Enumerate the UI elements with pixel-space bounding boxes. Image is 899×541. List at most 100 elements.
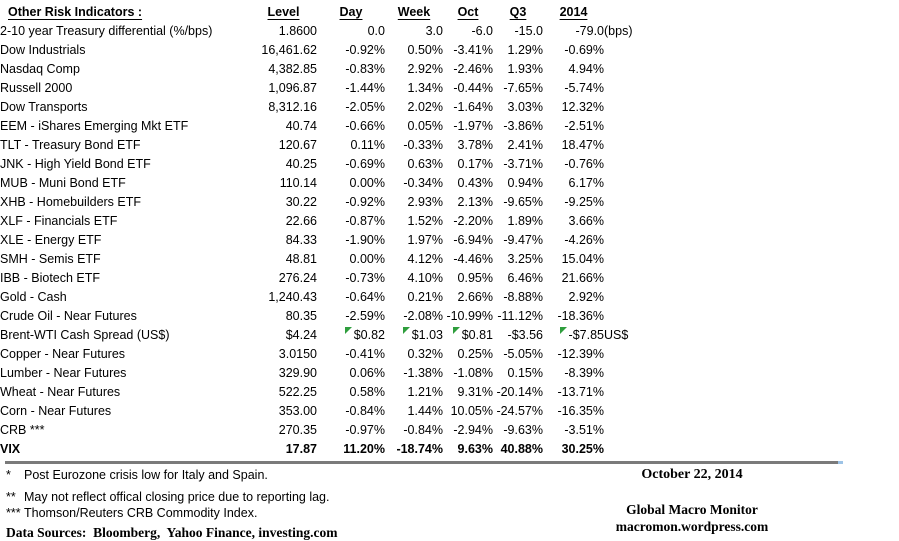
day-change-value: -0.87% [345,214,385,228]
week-change-value: 2.93% [407,195,443,209]
level-value: 17.87 [285,442,317,456]
indicator-name: TLT - Treasury Bond ETF [0,138,141,152]
ytd-2014-change-value: -$7.85 [543,326,604,345]
ytd-2014-change-value: 4.94% [568,62,604,76]
q3-change-value: 6.46% [507,271,543,285]
level-value: 270.35 [278,423,317,437]
day-change-value: 0.0 [367,24,385,38]
level-value: $4.24 [285,328,317,342]
oct-change-value: -1.97% [453,119,493,133]
oct-change-value: 9.63% [457,442,493,456]
level-value: 30.22 [285,195,317,209]
unit-note [604,136,662,155]
ytd-2014-change-value: -4.26% [564,233,604,247]
oct-change-value: -2.46% [453,62,493,76]
unit-note [604,60,662,79]
level-value: 3.0150 [278,347,317,361]
report-date: October 22, 2014 [641,467,743,482]
day-change-value: -2.59% [345,309,385,323]
footnote-2-marker: ** [6,490,16,504]
q3-change-value: -15.0 [514,24,544,38]
cell-error-flag-icon [559,327,567,334]
indicator-name: Wheat - Near Futures [0,385,121,399]
day-change-value: -0.69% [345,157,385,171]
oct-change-value: 10.05% [450,404,493,418]
unit-note: US$ [604,328,629,342]
ytd-2014-change-value: -5.74% [564,81,604,95]
ytd-2014-change-value: -12.39% [557,347,604,361]
day-change-value: 11.20% [343,442,385,456]
level-value: 276.24 [278,271,317,285]
day-change-value: -1.44% [345,81,385,95]
week-change-value: 0.21% [407,290,443,304]
indicator-name: Gold - Cash [0,290,67,304]
ytd-2014-change-value: -79.0 [575,24,605,38]
table-row: Copper - Near Futures 3.0150 -0.41% 0.32… [0,345,662,364]
indicator-name: Russell 2000 [0,81,73,95]
unit-note [604,345,662,364]
level-value: 4,382.85 [268,62,317,76]
indicator-name: XHB - Homebuilders ETF [0,195,142,209]
ytd-2014-change-value: 6.17% [568,176,604,190]
q3-change-value: -3.71% [503,157,543,171]
oct-change-value: -4.46% [453,252,493,266]
day-change-value: -0.64% [345,290,385,304]
ytd-2014-change-value: 30.25% [561,442,604,456]
q3-change-value: -11.12% [497,309,543,323]
unit-note [604,155,662,174]
ytd-2014-change-value: 15.04% [561,252,604,266]
day-change-value: -0.73% [345,271,385,285]
table-row: VIX 17.87 11.20% -18.74% 9.63% 40.88% 30… [0,440,662,459]
ytd-2014-change-value: 12.32% [561,100,604,114]
week-change-value: 4.12% [407,252,443,266]
site-brand: Global Macro Monitor [626,502,758,517]
unit-note [604,98,662,117]
unit-note [604,440,662,459]
indicator-name: Nasdaq Comp [0,62,80,76]
oct-change-value: 2.66% [457,290,493,304]
oct-change-value: -1.08% [453,366,493,380]
column-header-week: Week [397,5,431,19]
indicator-name: VIX [0,442,21,456]
table-row: XLE - Energy ETF 84.33 -1.90% 1.97% -6.9… [0,231,662,250]
oct-change-value: 0.43% [457,176,493,190]
q3-change-value: -8.88% [503,290,543,304]
cell-error-flag-icon [452,327,460,334]
ytd-2014-change-value: -18.36% [557,309,604,323]
ytd-2014-change-value: -0.69% [564,43,604,57]
unit-note [604,174,662,193]
oct-change-value: -1.64% [453,100,493,114]
level-value: 120.67 [278,138,317,152]
table-row: Nasdaq Comp 4,382.85 -0.83% 2.92% -2.46%… [0,60,662,79]
table-row: Russell 2000 1,096.87 -1.44% 1.34% -0.44… [0,79,662,98]
unit-note [604,212,662,231]
week-change-value: -18.74% [396,442,443,456]
ytd-2014-change-value: -0.76% [564,157,604,171]
q3-change-value: -5.05% [503,347,543,361]
footnote-1-marker: * [6,468,11,482]
table-row: SMH - Semis ETF 48.81 0.00% 4.12% -4.46%… [0,250,662,269]
oct-change-value: 0.25% [457,347,493,361]
table-row: Brent-WTI Cash Spread (US$) $4.24 $0.82 … [0,326,662,345]
table-row: Corn - Near Futures 353.00 -0.84% 1.44% … [0,402,662,421]
day-change-value: -0.92% [345,195,385,209]
ytd-2014-change-value: 2.92% [568,290,604,304]
table-row: 2-10 year Treasury differential (%/bps) … [0,22,662,41]
unit-note [604,250,662,269]
week-change-value: -0.84% [403,423,443,437]
footnote-1: * Post Eurozone crisis low for Italy and … [6,467,338,483]
unit-note [604,364,662,383]
bottom-rule-tip [838,461,843,464]
day-change-value: -1.90% [345,233,385,247]
oct-change-value: -6.94% [453,233,493,247]
footnote-2: ** May not reflect offical closing price … [6,489,338,505]
footnote-3: *** Thomson/Reuters CRB Commodity Index. [6,505,338,521]
q3-change-value: 0.94% [507,176,543,190]
indicator-name: EEM - iShares Emerging Mkt ETF [0,119,189,133]
week-change-value: 1.52% [407,214,443,228]
day-change-value: -0.92% [345,43,385,57]
week-change-value: 4.10% [407,271,443,285]
ytd-2014-change-value: -2.51% [564,119,604,133]
ytd-2014-change-value: -8.39% [564,366,604,380]
footnote-3-text: Thomson/Reuters CRB Commodity Index. [24,506,258,520]
